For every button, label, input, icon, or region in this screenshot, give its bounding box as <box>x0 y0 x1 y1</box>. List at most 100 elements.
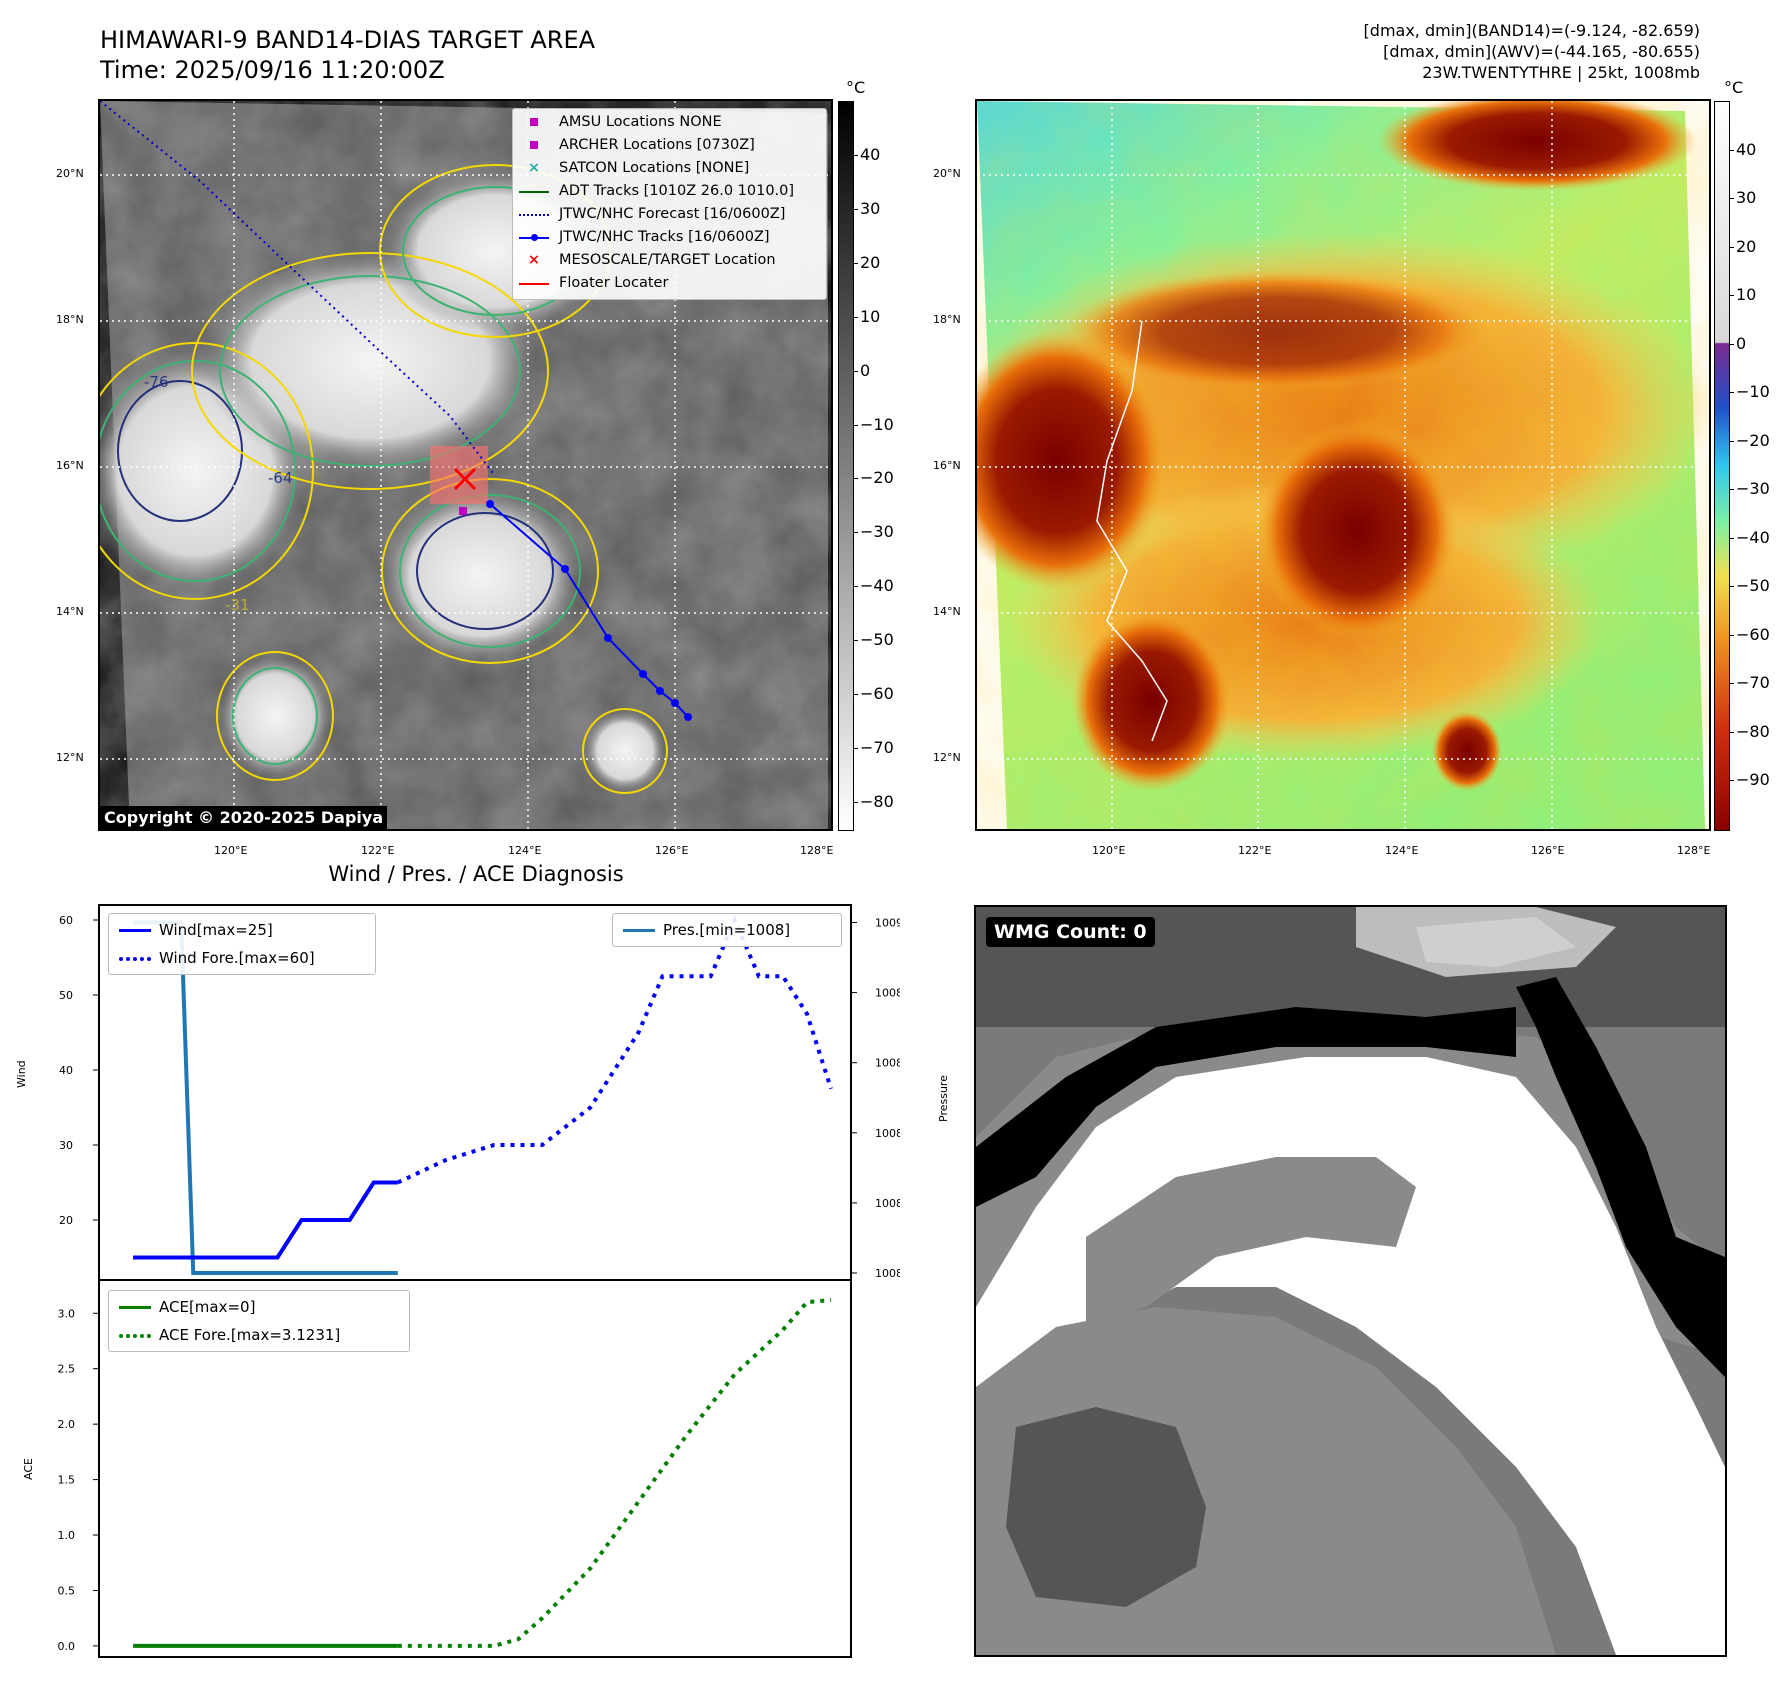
ace-forecast-line <box>397 1297 832 1648</box>
colorbar-tick-mark <box>1730 634 1734 636</box>
lon-label: 128°E <box>1677 844 1711 857</box>
colorbar-tick-mark <box>1730 343 1734 345</box>
colorbar-tick-label: −60 <box>1736 624 1770 644</box>
ace-legend: ACE[max=0] ACE Fore.[max=3.1231] <box>108 1290 410 1352</box>
colorbar-tick-mark <box>854 748 858 750</box>
lat-label: 20°N <box>56 167 84 180</box>
colorbar-tick-mark <box>1730 246 1734 248</box>
legend-line-dot-marker <box>519 226 549 249</box>
colorbar-tick-mark <box>1730 780 1734 782</box>
pressure-tick-label: 1008.0 <box>875 1267 900 1280</box>
colorbar-tick-mark <box>854 154 858 156</box>
header-info-line1: [dmax, dmin](BAND14)=(-9.124, -82.659) <box>1363 21 1700 40</box>
legend-square-marker <box>519 111 549 134</box>
chart-title-line1: HIMAWARI-9 BAND14-DIAS TARGET AREA <box>100 26 596 54</box>
colorbar-tick-mark <box>1730 198 1734 200</box>
legend-line-marker <box>115 1297 151 1317</box>
colorbar-tick-label: 10 <box>860 306 881 326</box>
pressure-tick-label: 1008.4 <box>875 1127 900 1140</box>
legend-line-marker <box>519 272 549 295</box>
pressure-axis-label: Pressure <box>937 1075 950 1122</box>
colorbar-tick-label: −40 <box>1736 527 1770 547</box>
colorbar-tick-label: 10 <box>1736 285 1757 305</box>
lat-label: 18°N <box>933 313 961 326</box>
colorbar-tick-mark <box>1730 489 1734 491</box>
lon-label: 124°E <box>508 844 542 857</box>
wind-line <box>133 1180 398 1260</box>
wind-legend: Wind[max=25] Wind Fore.[max=60] <box>108 913 376 975</box>
wmg-panel: WMG Count: 0 <box>974 905 1727 1657</box>
colorbar-tick-mark <box>854 694 858 696</box>
contour-label: -76 <box>144 373 169 391</box>
colorbar-unit: °C <box>846 78 866 97</box>
colorbar-tick-label: −50 <box>860 630 894 650</box>
contour-label: -64 <box>268 469 293 487</box>
colorbar-tick-label: −20 <box>1736 430 1770 450</box>
wind-forecast-line <box>396 914 833 1185</box>
lon-label: 122°E <box>1238 844 1272 857</box>
lon-label: 128°E <box>800 844 834 857</box>
wind-tick-label: 60 <box>59 914 73 927</box>
lat-label: 14°N <box>933 605 961 618</box>
legend-line-marker <box>115 920 151 940</box>
legend-dotted-marker <box>115 1325 151 1345</box>
ace-tick-label: 1.0 <box>58 1529 76 1542</box>
wind-tick-label: 30 <box>59 1139 73 1152</box>
colorbar-tick-label: 30 <box>860 198 881 218</box>
legend-square-marker <box>519 134 549 157</box>
ace-tick-label: 0.5 <box>58 1584 76 1597</box>
legend-x-marker: × <box>527 252 541 268</box>
colorbar-tick-label: −80 <box>860 792 894 812</box>
colorbar-tick-label: 0 <box>860 360 871 380</box>
diagnosis-title: Wind / Pres. / ACE Diagnosis <box>328 862 624 886</box>
lon-label: 120°E <box>214 844 248 857</box>
colorbar-tick-mark <box>854 478 858 480</box>
pressure-tick-label: 1008.6 <box>875 1057 900 1070</box>
legend-x-marker: × <box>527 160 541 176</box>
lat-label: 12°N <box>56 751 84 764</box>
lon-label: 122°E <box>361 844 395 857</box>
awv-colorbar <box>1714 101 1730 831</box>
colorbar-tick-mark <box>854 262 858 264</box>
pressure-tick-label: 1008.8 <box>875 987 900 1000</box>
colorbar-tick-label: 40 <box>860 144 881 164</box>
ace-axis-label: ACE <box>22 1458 35 1480</box>
colorbar-tick-mark <box>1730 295 1734 297</box>
colorbar-tick-label: −10 <box>860 414 894 434</box>
chart-title-line2: Time: 2025/09/16 11:20:00Z <box>100 56 445 84</box>
ir-map-panel: -31 -64 -76 Copyright © 2020-2025 Dapiya… <box>98 99 833 831</box>
map-legend: AMSU Locations NONE ARCHER Locations [07… <box>512 108 827 300</box>
lat-label: 12°N <box>933 751 961 764</box>
wmg-count-label: WMG Count: 0 <box>986 917 1155 947</box>
ace-axes-frame <box>98 1279 852 1658</box>
lat-label: 14°N <box>56 605 84 618</box>
colorbar-tick-mark <box>854 586 858 588</box>
lat-label: 20°N <box>933 167 961 180</box>
colorbar-tick-mark <box>854 532 858 534</box>
colorbar-tick-label: −20 <box>860 468 894 488</box>
ace-tick-label: 0.0 <box>58 1640 76 1653</box>
wind-tick-label: 40 <box>59 1064 73 1077</box>
ace-tick-label: 3.0 <box>58 1307 76 1320</box>
colorbar-tick-label: 20 <box>860 252 881 272</box>
colorbar-tick-label: −90 <box>1736 770 1770 790</box>
colorbar-tick-mark <box>854 640 858 642</box>
colorbar-tick-mark <box>854 802 858 804</box>
wind-tick-label: 20 <box>59 1214 73 1227</box>
colorbar-tick-label: 30 <box>1736 188 1757 208</box>
lon-label: 126°E <box>655 844 689 857</box>
colorbar-tick-label: −40 <box>860 576 894 596</box>
colorbar-unit: °C <box>1724 78 1744 97</box>
copyright-label: Copyright © 2020-2025 Dapiya <box>100 806 388 829</box>
colorbar-tick-label: −70 <box>860 738 894 758</box>
wind-tick-label: 50 <box>59 989 73 1002</box>
colorbar-tick-label: 20 <box>1736 236 1757 256</box>
awv-map-image <box>977 101 1709 829</box>
colorbar-tick-mark <box>854 424 858 426</box>
colorbar-tick-mark <box>854 316 858 318</box>
lat-label: 16°N <box>56 459 84 472</box>
ace-tick-label: 2.0 <box>58 1418 76 1431</box>
colorbar-tick-label: −70 <box>1736 673 1770 693</box>
colorbar-tick-mark <box>1730 440 1734 442</box>
awv-map-panel <box>975 99 1711 831</box>
